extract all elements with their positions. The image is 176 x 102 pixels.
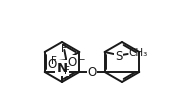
Text: F: F — [64, 66, 70, 76]
Text: F: F — [51, 56, 57, 66]
Text: O: O — [47, 58, 57, 70]
Text: F: F — [61, 44, 67, 54]
Text: O: O — [87, 65, 97, 79]
Text: CH₃: CH₃ — [129, 48, 148, 58]
Text: N: N — [56, 62, 68, 74]
Text: O: O — [67, 55, 77, 69]
Text: −: − — [77, 54, 84, 64]
Text: S: S — [115, 49, 122, 63]
